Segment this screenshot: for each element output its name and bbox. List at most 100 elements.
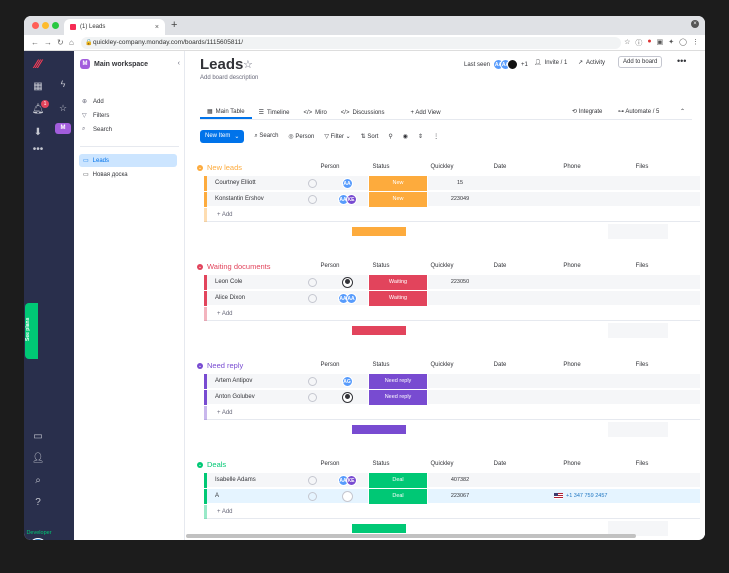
status-cell[interactable]: Deal bbox=[368, 489, 428, 504]
person-avatar[interactable]: AG bbox=[341, 376, 353, 387]
invite-members-icon[interactable]: 👤︎ bbox=[31, 453, 45, 464]
hide-icon[interactable]: ◉ bbox=[402, 134, 409, 140]
item-name[interactable]: Leon Cole bbox=[215, 279, 243, 285]
home-icon[interactable]: ⌂ bbox=[69, 38, 74, 47]
person-avatar[interactable] bbox=[341, 392, 353, 403]
add-item-row[interactable]: + Add bbox=[204, 505, 705, 519]
inbox-icon[interactable]: ⬇ bbox=[33, 127, 43, 138]
tab-main-table[interactable]: ▦ Main Table bbox=[200, 106, 252, 119]
column-header-person[interactable]: Person bbox=[320, 362, 340, 368]
column-header-files[interactable]: Files bbox=[635, 263, 649, 269]
item-name[interactable]: Anton Golubev bbox=[215, 394, 255, 400]
column-header-files[interactable]: Files bbox=[635, 362, 649, 368]
toolbar-person[interactable]: ◎ Person bbox=[288, 134, 315, 140]
updates-icon[interactable] bbox=[308, 476, 317, 485]
column-header-person[interactable]: Person bbox=[320, 461, 340, 467]
vertical-scrollbar[interactable] bbox=[700, 51, 705, 540]
column-header-quickley[interactable]: Quickley bbox=[430, 164, 454, 170]
row-height-icon[interactable]: ⇕ bbox=[418, 134, 424, 140]
group-title[interactable]: ⌄ Waiting documents bbox=[197, 262, 271, 271]
info-icon[interactable]: ⓘ bbox=[635, 40, 643, 47]
column-header-status[interactable]: Status bbox=[372, 164, 390, 170]
group-collapse-icon[interactable]: ⌄ bbox=[197, 164, 203, 171]
updates-icon[interactable] bbox=[308, 278, 317, 287]
screenshot-icon[interactable]: ▣ bbox=[656, 39, 664, 46]
extension-icon[interactable]: ● bbox=[647, 38, 652, 45]
column-header-status[interactable]: Status bbox=[372, 362, 390, 368]
group-title[interactable]: ⌄ Need reply bbox=[197, 361, 243, 370]
item-name[interactable]: Courtney Elliott bbox=[215, 180, 256, 186]
status-cell[interactable]: Need reply bbox=[368, 390, 428, 405]
person-cell[interactable]: AA KE bbox=[326, 474, 368, 487]
workspace-add[interactable]: ⊕ Add bbox=[82, 98, 104, 106]
user-avatar[interactable]: AG bbox=[29, 538, 47, 540]
status-cell[interactable]: Waiting bbox=[368, 291, 428, 306]
quickley-cell[interactable]: 407382 bbox=[450, 477, 470, 483]
item-name[interactable]: Alice Dixon bbox=[215, 295, 246, 301]
new-tab-button[interactable]: + bbox=[171, 19, 178, 31]
item-name[interactable]: A bbox=[215, 493, 220, 499]
group-collapse-icon[interactable]: ⌄ bbox=[197, 461, 203, 468]
column-header-quickley[interactable]: Quickley bbox=[430, 461, 454, 467]
back-icon[interactable]: ← bbox=[31, 38, 39, 47]
table-row[interactable]: A Deal 223067 +1 347 759 2457 bbox=[204, 489, 705, 504]
workspace-filters[interactable]: ▽ Filters bbox=[82, 112, 109, 120]
table-row[interactable]: Konstantin Ershov AA KE New 223049 bbox=[204, 192, 705, 207]
workspace-header[interactable]: M Main workspace bbox=[80, 59, 148, 69]
add-item-row[interactable]: + Add bbox=[204, 208, 705, 222]
add-to-board-button[interactable]: Add to board bbox=[618, 56, 663, 68]
toolbar-filter[interactable]: ▽ Filter ⌄ bbox=[324, 134, 351, 140]
column-header-date[interactable]: Date bbox=[493, 164, 507, 170]
minimize-window-button[interactable] bbox=[42, 22, 49, 29]
person-avatar[interactable]: AA bbox=[345, 293, 357, 304]
column-header-quickley[interactable]: Quickley bbox=[430, 362, 454, 368]
column-header-date[interactable]: Date bbox=[493, 461, 507, 467]
column-header-date[interactable]: Date bbox=[493, 263, 507, 269]
more-actions-icon[interactable]: ⋮ bbox=[433, 134, 440, 140]
updates-icon[interactable] bbox=[308, 294, 317, 303]
updates-icon[interactable] bbox=[308, 377, 317, 386]
maximize-window-button[interactable] bbox=[52, 22, 59, 29]
monday-logo-icon[interactable]: ⁄⁄⁄ bbox=[34, 57, 41, 71]
new-item-button[interactable]: New Item ⌄ bbox=[200, 130, 245, 143]
status-cell[interactable]: Need reply bbox=[368, 374, 428, 389]
column-header-files[interactable]: Files bbox=[635, 164, 649, 170]
updates-icon[interactable] bbox=[308, 195, 317, 204]
group-collapse-icon[interactable]: ⌄ bbox=[197, 263, 203, 270]
quickley-cell[interactable]: 223049 bbox=[450, 196, 470, 202]
calendar-icon[interactable]: ▭ bbox=[33, 431, 43, 442]
tab-miro[interactable]: </> Miro bbox=[296, 106, 333, 119]
column-header-person[interactable]: Person bbox=[320, 164, 340, 170]
table-row[interactable]: Artem Antipov AG Need reply bbox=[204, 374, 705, 389]
lightning-icon[interactable]: ϟ bbox=[60, 79, 66, 89]
person-cell[interactable] bbox=[326, 391, 368, 404]
column-header-status[interactable]: Status bbox=[372, 263, 390, 269]
chrome-menu-icon[interactable]: × bbox=[691, 20, 699, 28]
more-icon[interactable]: ••• bbox=[32, 144, 44, 155]
board-description[interactable]: Add board description bbox=[200, 75, 259, 81]
empty-person-icon[interactable] bbox=[341, 491, 353, 502]
close-window-button[interactable] bbox=[32, 22, 39, 29]
updates-icon[interactable] bbox=[308, 393, 317, 402]
workspace-search[interactable]: ⌕ Search bbox=[82, 126, 112, 133]
item-name[interactable]: Artem Antipov bbox=[215, 378, 253, 384]
person-cell[interactable] bbox=[326, 490, 368, 503]
table-row[interactable]: Isabelle Adams AA KE Deal 407382 bbox=[204, 473, 705, 488]
forward-icon[interactable]: → bbox=[44, 38, 52, 47]
favorite-star-icon[interactable]: ☆ bbox=[243, 59, 253, 71]
group-collapse-icon[interactable]: ⌄ bbox=[197, 362, 203, 369]
column-header-quickley[interactable]: Quickley bbox=[430, 263, 454, 269]
column-header-phone[interactable]: Phone bbox=[563, 461, 581, 467]
pin-icon[interactable]: ⚲ bbox=[388, 134, 393, 140]
activity-button[interactable]: ↗ Activity bbox=[578, 59, 605, 67]
column-header-files[interactable]: Files bbox=[635, 461, 649, 467]
status-cell[interactable]: New bbox=[368, 176, 428, 191]
favorites-star-icon[interactable]: ☆ bbox=[58, 103, 68, 113]
table-row[interactable]: Courtney Elliott AA New 15 bbox=[204, 176, 705, 191]
add-item-row[interactable]: + Add bbox=[204, 406, 705, 420]
automate-button[interactable]: ⊶ Automate / 5 bbox=[618, 108, 659, 115]
status-cell[interactable]: Deal bbox=[368, 473, 428, 488]
tab-timeline[interactable]: ☰ Timeline bbox=[252, 106, 297, 119]
group-title[interactable]: ⌄ New leads bbox=[197, 163, 242, 172]
bell-icon[interactable]: 🔔︎ bbox=[31, 104, 45, 115]
